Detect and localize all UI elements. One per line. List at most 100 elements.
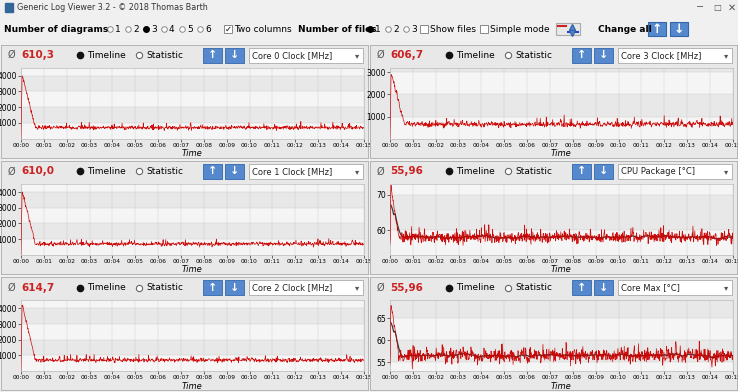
- Text: −: −: [696, 2, 704, 13]
- Bar: [21, 107, 364, 123]
- Text: 3: 3: [151, 25, 156, 33]
- Bar: [21, 192, 364, 208]
- X-axis label: Time: Time: [551, 149, 572, 158]
- Bar: [648, 22, 666, 36]
- Bar: [225, 47, 244, 63]
- Text: 610,3: 610,3: [21, 50, 54, 60]
- Text: Ø: Ø: [376, 167, 384, 176]
- Bar: [5, 3, 13, 12]
- Bar: [390, 184, 733, 195]
- X-axis label: Time: Time: [551, 382, 572, 391]
- Bar: [390, 301, 733, 318]
- Text: Timeline: Timeline: [456, 51, 495, 60]
- Bar: [21, 301, 364, 309]
- X-axis label: Time: Time: [551, 265, 572, 274]
- Bar: [390, 94, 733, 116]
- Bar: [249, 164, 363, 179]
- Bar: [572, 164, 591, 179]
- Bar: [224, 25, 232, 33]
- Text: ↑: ↑: [577, 167, 586, 176]
- Bar: [390, 230, 733, 255]
- Text: ↑: ↑: [652, 22, 662, 36]
- Bar: [594, 47, 613, 63]
- Text: Two columns: Two columns: [234, 25, 292, 33]
- Bar: [390, 362, 733, 371]
- Bar: [21, 340, 364, 356]
- Text: Ø: Ø: [7, 50, 15, 60]
- Text: ↓: ↓: [674, 22, 684, 36]
- Text: ↑: ↑: [208, 283, 217, 293]
- Bar: [390, 195, 733, 230]
- Text: Timeline: Timeline: [87, 167, 126, 176]
- Bar: [594, 280, 613, 295]
- Text: ↑: ↑: [208, 50, 217, 60]
- Text: Statistic: Statistic: [515, 167, 552, 176]
- Text: 1: 1: [375, 25, 381, 33]
- Text: ▾: ▾: [724, 51, 728, 60]
- Text: Timeline: Timeline: [456, 167, 495, 176]
- Text: Ø: Ø: [376, 50, 384, 60]
- Text: Statistic: Statistic: [146, 167, 183, 176]
- Bar: [420, 25, 428, 33]
- Text: 606,7: 606,7: [390, 50, 423, 60]
- Bar: [225, 164, 244, 179]
- Text: ↓: ↓: [230, 283, 239, 293]
- Text: 2: 2: [393, 25, 399, 33]
- Bar: [390, 68, 733, 72]
- Bar: [203, 280, 222, 295]
- Text: 5: 5: [187, 25, 193, 33]
- Text: Statistic: Statistic: [515, 283, 552, 292]
- Bar: [21, 76, 364, 91]
- Bar: [21, 309, 364, 324]
- Text: 4: 4: [169, 25, 175, 33]
- Bar: [21, 223, 364, 239]
- Bar: [618, 47, 732, 63]
- Text: Timeline: Timeline: [456, 283, 495, 292]
- Text: 2: 2: [133, 25, 139, 33]
- Text: 610,0: 610,0: [21, 167, 54, 176]
- Text: ▾: ▾: [724, 167, 728, 176]
- Text: Ø: Ø: [7, 167, 15, 176]
- Text: ↑: ↑: [577, 283, 586, 293]
- Bar: [594, 164, 613, 179]
- Bar: [390, 72, 733, 94]
- Bar: [572, 280, 591, 295]
- Bar: [618, 164, 732, 179]
- Text: ↓: ↓: [230, 167, 239, 176]
- Text: □: □: [713, 3, 721, 12]
- Text: Number of files: Number of files: [298, 25, 376, 33]
- Bar: [21, 123, 364, 139]
- Text: 1: 1: [115, 25, 121, 33]
- Bar: [21, 208, 364, 223]
- Text: Core 3 Clock [MHz]: Core 3 Clock [MHz]: [621, 51, 702, 60]
- Bar: [572, 47, 591, 63]
- Bar: [225, 280, 244, 295]
- Text: Change all: Change all: [598, 25, 652, 33]
- Bar: [618, 280, 732, 295]
- Bar: [390, 318, 733, 340]
- Text: Statistic: Statistic: [146, 51, 183, 60]
- Text: Core 2 Clock [MHz]: Core 2 Clock [MHz]: [252, 283, 333, 292]
- Bar: [249, 280, 363, 295]
- Text: Core Max [°C]: Core Max [°C]: [621, 283, 680, 292]
- Text: Show files: Show files: [430, 25, 476, 33]
- Text: ✓: ✓: [225, 25, 232, 33]
- Bar: [21, 324, 364, 340]
- Text: 3: 3: [411, 25, 417, 33]
- Text: Ø: Ø: [376, 283, 384, 293]
- Text: 614,7: 614,7: [21, 283, 54, 293]
- Text: Ø: Ø: [7, 283, 15, 293]
- Bar: [21, 356, 364, 371]
- Text: Timeline: Timeline: [87, 283, 126, 292]
- Text: Generic Log Viewer 3.2 - © 2018 Thomas Barth: Generic Log Viewer 3.2 - © 2018 Thomas B…: [17, 3, 208, 12]
- Text: 55,96: 55,96: [390, 167, 423, 176]
- Text: ↓: ↓: [599, 283, 608, 293]
- Text: ✕: ✕: [728, 2, 736, 13]
- Text: ↑: ↑: [577, 50, 586, 60]
- Text: ↓: ↓: [230, 50, 239, 60]
- Bar: [21, 239, 364, 255]
- X-axis label: Time: Time: [182, 382, 203, 391]
- Text: ▾: ▾: [355, 51, 359, 60]
- Text: ↓: ↓: [599, 167, 608, 176]
- Text: ↓: ↓: [599, 50, 608, 60]
